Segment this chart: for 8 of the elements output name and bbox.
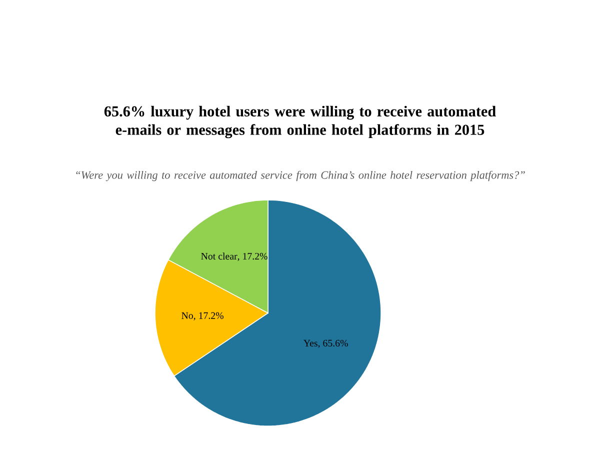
slice-label: Not clear [201, 252, 238, 260]
chart-subtitle: “Were you willing to receive automated service from China’s online hotel reservation platforms?” [76, 170, 525, 182]
data-label: , 17.2% [238, 252, 268, 261]
data-label: , 17.2% [194, 312, 224, 320]
data-label: , 65.6% [318, 340, 348, 348]
chart-title: 65.6% luxury hotel users were willing to receive automated e-mails or messages from online hotel platforms in 2015 [104, 106, 496, 138]
slice-label: No [182, 312, 193, 319]
slice-label: Yes [304, 340, 318, 346]
